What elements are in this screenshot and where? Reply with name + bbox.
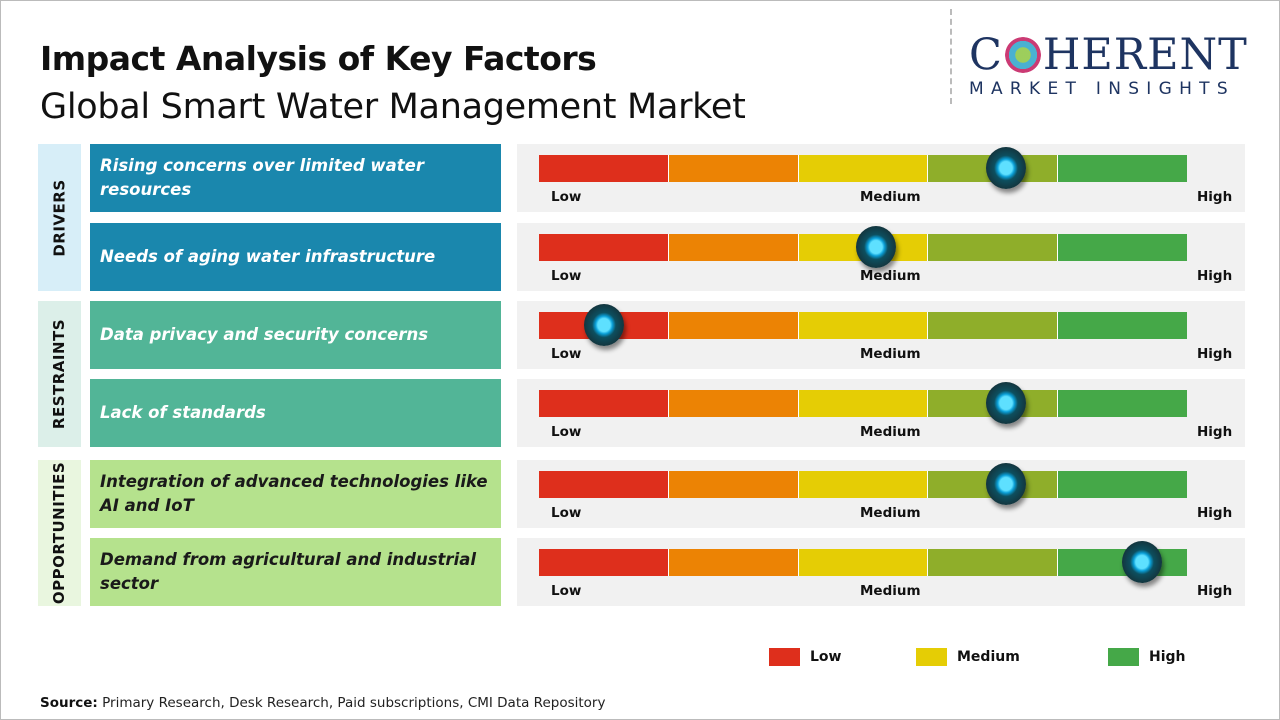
impact-gauge: Low Medium High — [517, 301, 1245, 369]
scale-segment — [539, 549, 669, 576]
scale-high-label: High — [1197, 268, 1233, 284]
scale-segment — [1058, 234, 1187, 261]
scale-segment — [928, 234, 1059, 261]
scale-high-label: High — [1197, 346, 1233, 362]
impact-scale-bar — [539, 390, 1187, 417]
scale-segment — [668, 155, 799, 182]
scale-segment — [1058, 155, 1187, 182]
legend-swatch — [916, 648, 947, 666]
scale-low-label: Low — [551, 346, 582, 362]
logo-subtitle: MARKET INSIGHTS — [969, 79, 1235, 99]
impact-gauge: Low Medium High — [517, 538, 1245, 606]
impact-scale-bar — [539, 155, 1187, 182]
impact-scale-bar — [539, 234, 1187, 261]
source-note: Source: Primary Research, Desk Research,… — [40, 695, 605, 711]
factor-label: Needs of aging water infrastructure — [90, 223, 501, 291]
impact-scale-bar — [539, 549, 1187, 576]
factor-label: Rising concerns over limited water resou… — [90, 144, 501, 212]
impact-indicator-knob — [985, 463, 1026, 505]
legend-item: Low — [769, 648, 841, 666]
scale-medium-label: Medium — [860, 583, 921, 599]
impact-indicator-knob — [985, 147, 1026, 189]
impact-gauge: Low Medium High — [517, 223, 1245, 291]
scale-segment — [1058, 390, 1187, 417]
scale-medium-label: Medium — [860, 189, 921, 205]
impact-gauge: Low Medium High — [517, 379, 1245, 447]
factor-label: Demand from agricultural and industrial … — [90, 538, 501, 606]
scale-segment — [539, 155, 669, 182]
source-text: Primary Research, Desk Research, Paid su… — [97, 695, 606, 711]
scale-segment — [928, 549, 1059, 576]
scale-segment — [539, 471, 669, 498]
impact-indicator-knob — [583, 304, 624, 346]
scale-segment — [928, 312, 1059, 339]
legend-swatch — [769, 648, 800, 666]
legend-label: Low — [810, 649, 842, 665]
scale-medium-label: Medium — [860, 268, 921, 284]
scale-segment — [668, 312, 799, 339]
legend-label: High — [1149, 649, 1186, 665]
scale-low-label: Low — [551, 583, 582, 599]
category-label: RESTRAINTS — [50, 318, 69, 430]
factor-label: Lack of standards — [90, 379, 501, 447]
category-opportunities: OPPORTUNITIES — [38, 460, 81, 606]
impact-indicator-knob — [985, 382, 1026, 424]
impact-scale-bar — [539, 312, 1187, 339]
factor-label: Integration of advanced technologies lik… — [90, 460, 501, 528]
scale-low-label: Low — [551, 189, 582, 205]
category-label: OPPORTUNITIES — [50, 461, 69, 605]
scale-low-label: Low — [551, 268, 582, 284]
scale-segment — [668, 471, 799, 498]
impact-indicator-knob — [855, 226, 896, 268]
scale-segment — [668, 549, 799, 576]
logo-text-left: C — [969, 30, 1003, 80]
scale-low-label: Low — [551, 424, 582, 440]
category-label: DRIVERS — [50, 178, 69, 257]
factor-label: Data privacy and security concerns — [90, 301, 501, 369]
legend-item: High — [1108, 648, 1186, 666]
scale-segment — [668, 390, 799, 417]
source-label: Source: — [40, 695, 98, 711]
scale-segment — [1058, 312, 1187, 339]
impact-scale-bar — [539, 471, 1187, 498]
logo-text-right: HERENT — [1042, 30, 1248, 80]
scale-segment — [798, 312, 929, 339]
company-logo: C HERENT MARKET INSIGHTS — [969, 33, 1264, 99]
scale-high-label: High — [1197, 505, 1233, 521]
scale-segment — [539, 234, 669, 261]
divider — [950, 9, 952, 104]
category-drivers: DRIVERS — [38, 144, 81, 291]
impact-indicator-knob — [1121, 541, 1162, 583]
page-title: Impact Analysis of Key Factors — [40, 39, 597, 78]
scale-segment — [1058, 471, 1187, 498]
legend-label: Medium — [957, 649, 1020, 665]
scale-segment — [668, 234, 799, 261]
scale-segment — [798, 390, 929, 417]
impact-gauge: Low Medium High — [517, 460, 1245, 528]
scale-high-label: High — [1197, 583, 1233, 599]
scale-high-label: High — [1197, 424, 1233, 440]
scale-segment — [539, 390, 669, 417]
scale-segment — [798, 549, 929, 576]
impact-gauge: Low Medium High — [517, 144, 1245, 212]
category-restraints: RESTRAINTS — [38, 301, 81, 447]
scale-low-label: Low — [551, 505, 582, 521]
scale-medium-label: Medium — [860, 505, 921, 521]
legend-swatch — [1108, 648, 1139, 666]
legend-item: Medium — [916, 648, 1020, 666]
globe-icon — [1004, 37, 1041, 73]
scale-medium-label: Medium — [860, 346, 921, 362]
page-subtitle: Global Smart Water Management Market — [40, 87, 746, 127]
scale-segment — [798, 155, 929, 182]
scale-high-label: High — [1197, 189, 1233, 205]
scale-segment — [798, 471, 929, 498]
scale-medium-label: Medium — [860, 424, 921, 440]
